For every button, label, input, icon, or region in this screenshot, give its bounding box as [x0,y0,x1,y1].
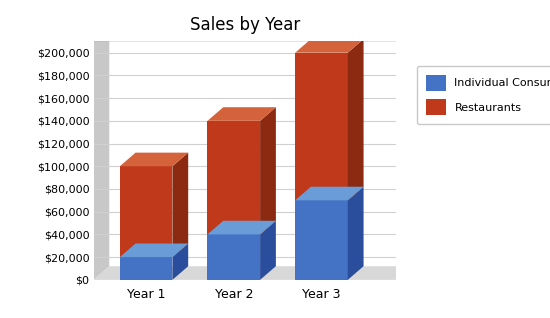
Polygon shape [295,187,364,200]
Polygon shape [207,234,260,280]
Polygon shape [295,53,348,200]
Polygon shape [207,121,260,234]
Polygon shape [172,244,188,280]
Polygon shape [207,107,276,121]
Polygon shape [260,221,276,280]
Polygon shape [94,266,412,280]
Legend: Individual Consumers, Restaurants: Individual Consumers, Restaurants [417,66,550,124]
Polygon shape [94,28,412,41]
Polygon shape [94,28,109,280]
Polygon shape [260,107,276,234]
Polygon shape [295,39,364,53]
Polygon shape [120,166,172,257]
Polygon shape [295,200,348,280]
Polygon shape [172,153,188,257]
Title: Sales by Year: Sales by Year [190,16,300,34]
Polygon shape [120,153,188,166]
Polygon shape [207,221,276,234]
Polygon shape [348,187,364,280]
Polygon shape [120,257,172,280]
Polygon shape [120,244,188,257]
Polygon shape [348,39,364,200]
